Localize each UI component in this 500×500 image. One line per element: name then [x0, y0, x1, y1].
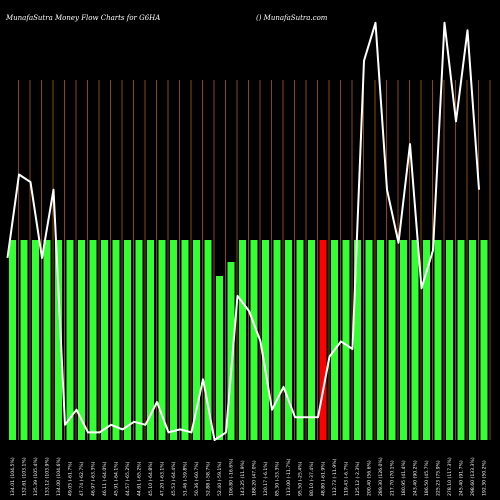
flow-bar: [239, 240, 246, 440]
chart-title: MunafaSutra Money Flow Charts for G6HA: [6, 14, 161, 22]
price-line: [6, 21, 480, 441]
flow-bar: [342, 240, 350, 440]
flow-bar: [331, 240, 338, 440]
x-tick-label: 143.25 (11.9%): [240, 460, 246, 496]
flow-bar: [78, 240, 85, 440]
x-tick-label: 49.05 (-61.7%): [68, 461, 74, 496]
x-tick-label: 52.40 (-59.1%): [217, 461, 223, 496]
x-tick-label: 200.40 (56.6%): [367, 460, 373, 496]
x-tick-label: 113.00 (-11.7%): [286, 458, 292, 496]
x-tick-label: 44.61 (-65.2%): [137, 461, 143, 496]
x-tick-label: 298.60 (133.3%): [470, 457, 476, 496]
flow-bar: [32, 240, 39, 440]
flow-bar: [147, 240, 154, 440]
x-tick-label: 106.80 (-16.6%): [229, 458, 235, 496]
x-tick-label: 289.30 (126.0%): [378, 457, 384, 496]
flow-bar: [411, 240, 419, 440]
x-tick-label: 135.39 (105.4%): [33, 457, 39, 496]
flow-bar: [377, 240, 384, 440]
flow-bar: [181, 240, 189, 440]
flow-bar: [193, 240, 200, 440]
x-tick-label: 48.80 (-61.9%): [321, 461, 327, 496]
flow-bar: [135, 240, 143, 440]
x-tick-label: 243.40 (90.2%): [413, 460, 419, 496]
flow-bar: [66, 240, 74, 440]
x-tick-label: 278.10 (117.3%): [447, 457, 453, 496]
x-tick-label: 188.20 (47.0%): [252, 460, 258, 496]
flow-bar: [423, 240, 430, 440]
flow-bar: [170, 240, 177, 440]
x-tick-label: 44.57 (-65.2%): [125, 461, 131, 496]
x-tick-label: 85.30 (-33.3%): [275, 461, 281, 496]
flow-bar: [124, 240, 131, 440]
x-tick-label: 125.12 (-2.3%): [355, 461, 361, 496]
x-tick-label: 133.12 (103.9%): [45, 457, 51, 496]
flow-bar: [296, 240, 304, 440]
flow-bar: [319, 240, 327, 440]
flow-bar: [262, 240, 269, 440]
flow-bar: [158, 240, 166, 440]
x-tick-label: 217.70 (70.1%): [390, 460, 396, 496]
flow-bar: [20, 240, 28, 440]
x-tick-label: 80.10 (-37.4%): [309, 461, 315, 496]
x-tick-label: 119.43 (-6.7%): [344, 461, 350, 496]
flow-bar: [273, 240, 281, 440]
x-tick-label: 47.74 (-62.7%): [79, 461, 85, 496]
x-tick-label: 46.11 (-64.0%): [102, 461, 108, 496]
x-tick-label: 47.20 (-63.1%): [160, 461, 166, 496]
flow-bar: [446, 240, 453, 440]
flow-bar: [388, 240, 396, 440]
flow-bar: [354, 240, 361, 440]
flow-bar: [43, 240, 51, 440]
x-tick-label: 45.10 (-64.8%): [148, 461, 154, 496]
flow-bar: [112, 240, 120, 440]
x-tick-label: 225.23 (75.9%): [436, 460, 442, 496]
flow-bar: [250, 240, 258, 440]
x-tick-label: 186.50 (45.7%): [424, 460, 430, 496]
flow-bar: [480, 240, 488, 440]
x-tick-label: 192.30 (50.2%): [482, 460, 488, 496]
flow-bar: [101, 240, 108, 440]
x-tick-label: 245.40 (91.7%): [459, 460, 465, 496]
flow-bar: [308, 240, 315, 440]
x-tick-label: 134.01 (104.5%): [10, 457, 16, 496]
x-tick-label: 51.46 (-59.8%): [183, 461, 189, 496]
x-tick-label: 112.73 (-11.9%): [332, 458, 338, 496]
x-tick-label: 45.91 (-64.1%): [114, 461, 120, 496]
flow-bar: [89, 240, 97, 440]
x-tick-label: 120.17 (-6.1%): [263, 461, 269, 496]
flow-bar: [365, 240, 373, 440]
flow-bar: [434, 240, 442, 440]
x-tick-label: 45.53 (-64.4%): [171, 461, 177, 496]
flow-bar: [216, 276, 223, 440]
x-tick-label: 95.50 (-25.4%): [298, 461, 304, 496]
flow-bar: [9, 240, 16, 440]
x-tick-label: 134.00 (104.6%): [56, 457, 62, 496]
x-tick-label: 50.36 (-60.7%): [194, 461, 200, 496]
flow-bar: [469, 240, 476, 440]
x-tick-label: 52.88 (-58.7%): [206, 461, 212, 496]
chart-watermark: () MunafaSutra.com: [256, 14, 328, 22]
flow-bar: [285, 240, 292, 440]
x-tick-label: 132.61 (103.1%): [22, 457, 28, 496]
flow-bar: [204, 240, 212, 440]
flow-bar: [457, 240, 465, 440]
x-tick-label: 46.97 (-63.3%): [91, 461, 97, 496]
flow-bar: [227, 262, 235, 440]
x-tick-label: 180.95 (41.4%): [401, 460, 407, 496]
flow-bar: [400, 240, 407, 440]
flow-bar: [55, 240, 62, 440]
